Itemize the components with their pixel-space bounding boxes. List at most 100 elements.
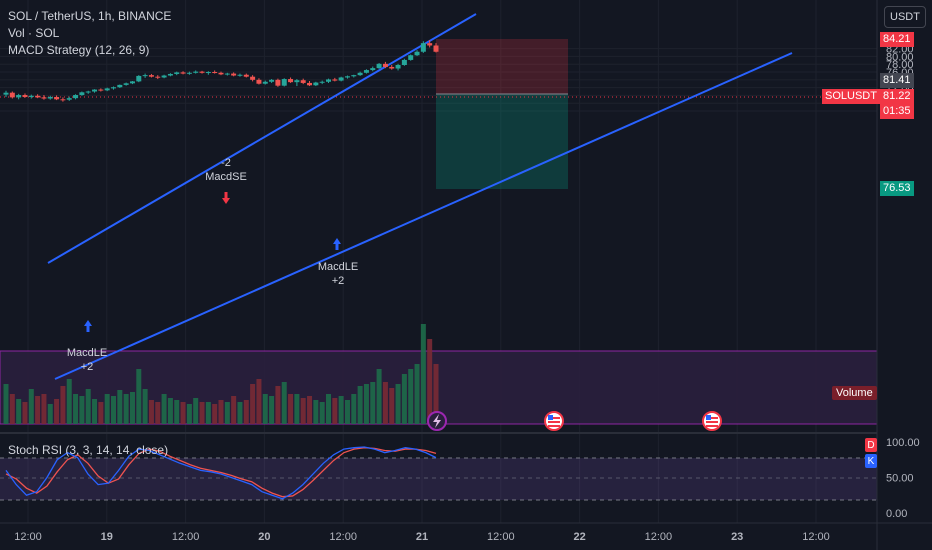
volume-bar [433, 364, 439, 424]
volume-bar [35, 396, 41, 424]
signal-qty: +2 [332, 275, 345, 287]
volume-bar [319, 402, 325, 424]
volume-bar [224, 402, 230, 424]
volume-bar [357, 386, 363, 424]
volume-indicator-label[interactable]: Vol · SOL [8, 26, 60, 40]
price-tick-label: 80.00 [886, 51, 914, 63]
us-flag-event-icon[interactable] [544, 411, 564, 431]
candle-body [363, 70, 369, 73]
volume-bar [382, 382, 388, 424]
short-signal-arrow [222, 192, 230, 204]
signal-label: MacdLE [318, 261, 358, 273]
stoch-d-line [5, 447, 437, 498]
volume-bar [136, 369, 142, 424]
grid-lines [0, 0, 877, 523]
candle-body [250, 76, 256, 80]
candle-body [427, 43, 433, 46]
volume-bar [288, 394, 294, 424]
candle-body [60, 99, 66, 101]
volume-badge[interactable]: Volume [832, 386, 877, 400]
stoch-rsi-label[interactable]: Stoch RSI (3, 3, 14, 14, close) [8, 443, 169, 457]
currency-button[interactable]: USDT [884, 6, 926, 28]
candle-body [79, 92, 85, 96]
volume-bar [401, 374, 407, 424]
candle-body [313, 82, 319, 86]
candle-body [382, 63, 388, 67]
candle-body [256, 79, 262, 84]
volume-bar [104, 394, 110, 424]
candle-body [237, 74, 243, 76]
stoch-d-badge: D [865, 438, 877, 452]
volume-bar [205, 402, 211, 424]
time-tick-label: 20 [258, 531, 270, 543]
candle-body [408, 55, 414, 60]
candle-body [262, 81, 268, 84]
target-price-tag: 84.21 [880, 32, 914, 47]
candle-body [243, 74, 249, 77]
volume-bar [370, 382, 376, 424]
lightning-icon[interactable] [427, 411, 447, 431]
symbol-title[interactable]: SOL / TetherUS, 1h, BINANCE [8, 9, 172, 23]
stoch-tick-label: 50.00 [886, 473, 914, 485]
signal-qty: +2 [81, 361, 94, 373]
long-signal-arrow [333, 238, 341, 250]
candle-body [193, 71, 199, 73]
candle-body [326, 79, 331, 82]
volume-bar [186, 404, 192, 424]
volume-bar [174, 400, 180, 424]
candle-body [186, 72, 192, 74]
time-tick-label: 22 [573, 531, 585, 543]
volume-bar [85, 389, 91, 424]
volume-bar [408, 369, 414, 424]
candle-body [281, 79, 287, 86]
volume-bar [218, 400, 224, 424]
stop-zone [436, 94, 568, 189]
volume-bar [338, 396, 344, 424]
volume-bar [395, 384, 401, 424]
volume-bar [148, 400, 154, 424]
volume-bar [344, 400, 350, 424]
candle-body [9, 92, 15, 98]
target-zone [436, 39, 568, 94]
candle-body [16, 95, 22, 98]
candle-body [300, 80, 306, 83]
volume-bar [41, 394, 47, 424]
candle-body [117, 84, 123, 88]
strategy-signals: MacdLE +2 -2 MacdSE MacdLE +2 [67, 157, 358, 373]
strategy-label[interactable]: MACD Strategy (12, 26, 9) [8, 43, 150, 57]
time-tick-label: 12:00 [329, 531, 357, 543]
volume-bar [256, 379, 262, 424]
signal-label: MacdSE [205, 171, 247, 183]
lower-trendline[interactable] [54, 52, 793, 380]
candle-body [111, 87, 116, 89]
volume-bar [212, 404, 218, 424]
price-tick-label: 78.00 [886, 59, 914, 71]
volume-bar [262, 394, 268, 424]
volume-bar [199, 402, 205, 424]
stoch-tick-label: 100.00 [886, 437, 920, 449]
candle-body [73, 95, 79, 99]
candle-body [294, 80, 300, 83]
volume-bar [332, 398, 338, 424]
volume-bar [281, 382, 287, 424]
us-flag-event-icon[interactable] [702, 411, 722, 431]
candle-body [161, 75, 167, 78]
volume-bar [294, 394, 300, 424]
long-signal-arrow [84, 320, 92, 332]
last-price-tag: 81.22 [880, 89, 914, 104]
stoch-lines [5, 446, 437, 500]
candle-body [155, 76, 161, 78]
time-tick-label: 12:00 [487, 531, 515, 543]
symbol-tag: SOLUSDT [822, 89, 880, 104]
candle-body [433, 45, 439, 52]
time-tick-label: 12:00 [802, 531, 830, 543]
candle-body [231, 73, 237, 76]
candles [3, 40, 439, 102]
current-price-tag: 81.41 [880, 73, 914, 88]
candle-body [420, 43, 426, 52]
upper-trendline[interactable] [47, 13, 477, 264]
stoch-tick-label: 0.00 [886, 508, 907, 520]
volume-bar [155, 402, 161, 424]
candle-body [104, 88, 110, 91]
